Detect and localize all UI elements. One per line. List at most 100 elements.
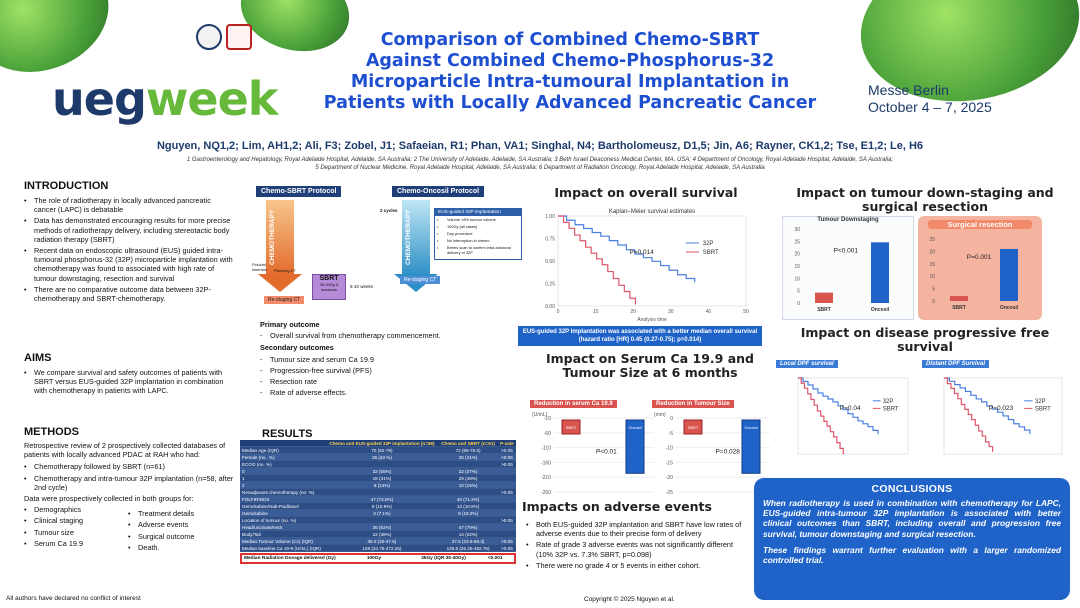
y-tick-label: 0: [670, 416, 673, 422]
eus-procedure-box: EUS-guided 32P implantation Volume >8% t…: [434, 208, 522, 260]
p-value-label: P=0.023: [989, 405, 1014, 412]
list-item: Tumour size: [24, 528, 124, 537]
x-tick-label: 10: [593, 309, 599, 315]
y-tick-label: 10: [929, 274, 935, 280]
box-label: Oncosil: [628, 425, 641, 430]
oncosil-protocol-title: Chemo-Oncosil Protocol: [392, 186, 484, 197]
p-value-label: P=0.014: [629, 249, 654, 256]
weeks-label: 6-10 weeks: [350, 282, 373, 291]
restaging-label: Re-staging CT: [400, 276, 440, 284]
tumour-size-chart: Reduction in Tumour Size (mm) 0 -5 -10 -15 -2…: [652, 392, 776, 490]
y-tick-label: -10: [666, 446, 673, 452]
bar-label: Oncosil: [1000, 305, 1019, 311]
ca-heading: Impact on Serum Ca 19.9 and Tumour Size …: [540, 352, 760, 380]
y-tick-label: 20: [794, 252, 800, 258]
conclusions-text: These findings warrant further evaluatio…: [763, 545, 1061, 565]
y-tick-label: 5: [797, 289, 800, 295]
legend-label: SBRT: [1035, 406, 1051, 412]
introduction-heading: INTRODUCTION: [24, 180, 234, 192]
introduction-section: INTRODUCTION The role of radiotherapy in…: [24, 180, 234, 305]
outcomes: Primary outcome Overall survival from ch…: [260, 320, 520, 399]
sbrt-protocol-title: Chemo-SBRT Protocol: [256, 186, 341, 197]
oncosil-bar: [871, 242, 889, 303]
protocol-diagram: Chemo-SBRT Protocol Chemo-Oncosil Protoc…: [256, 186, 524, 312]
os-caption: EUS-guided 32P Implantation was associat…: [518, 326, 762, 346]
distant-dpf-chart: Distant DPF Survival P=0.023 32P SBRT: [922, 352, 1070, 462]
y-tick-label: -5: [669, 431, 674, 437]
table-row: Female (no., %) 25 (43 %) 25 (41%) >0.05: [240, 454, 516, 461]
aims-heading: AIMS: [24, 352, 234, 364]
table-row: Gemcitabine/Nab-Paclitaxel 8 (10.9%) 13 (1…: [240, 503, 516, 510]
resection-chart: Surgical resection 0 5 10 15 20 25 SBRT Oncosil…: [918, 216, 1042, 320]
list-item: Rate of grade 3 adverse events was not s…: [526, 540, 752, 558]
table-row: Location of tumour (no. %) >0.05: [240, 517, 516, 524]
list-item: We compare survival and safety outcomes …: [24, 368, 234, 396]
conclusions-heading: CONCLUSIONS: [763, 483, 1061, 495]
dpf-heading: Impact on disease progressive free survi…: [780, 326, 1070, 354]
list-item: Recent data on endoscopic ultrasound (EU…: [24, 246, 234, 283]
y-tick-label: -160: [541, 460, 551, 466]
fiducial-label: Fiducial insertion: [252, 262, 272, 272]
bar-label: Oncosil: [871, 307, 890, 313]
os-heading: Impact on overall survival: [536, 186, 756, 200]
p-value-label: P=0.04: [840, 405, 861, 412]
table-row: Body/Tail 22 (38%) 14 (22%): [240, 531, 516, 538]
table-row: Head/uncinate/neck 36 (62%) 47 (79%): [240, 524, 516, 531]
y-tick-label: -260: [541, 490, 551, 496]
serum-ca-chart: Reduction in serum Ca 19.9 (U/mL) -10 -60-…: [530, 392, 660, 490]
ae-heading: Impacts on adverse events: [522, 500, 742, 514]
hospital-logo: [226, 24, 252, 50]
y-tick-label: -25: [666, 490, 673, 496]
copyright: Copyright © 2025 Nguyen et al.: [584, 596, 675, 603]
y-tick-label: 5: [932, 287, 935, 293]
legend-label: SBRT: [703, 250, 719, 256]
y-tick-label: 0: [932, 299, 935, 305]
y-tick-label: 15: [929, 262, 935, 268]
table-row: FOLFIRINOX 47 (72.0%) 40 (71.2%): [240, 496, 516, 503]
y-tick-label: 10: [794, 276, 800, 282]
x-tick-label: 40: [706, 309, 712, 315]
y-tick-label: -60: [544, 431, 551, 437]
x-axis-label: Analysis time: [637, 317, 667, 322]
affiliations: 1 Gastroenterology and Hepatology, Royal…: [50, 156, 1030, 172]
aims-section: AIMS We compare survival and safety outc…: [24, 352, 234, 398]
x-tick-label: 0: [557, 309, 560, 315]
conclusions-text: When radiotherapy is used in combination…: [763, 498, 1061, 539]
legend-label: SBRT: [883, 406, 899, 412]
venue: Messe Berlin October 4 – 7, 2025: [868, 82, 992, 116]
list-item: Demographics: [24, 505, 124, 514]
list-item: Serum Ca 19.9: [24, 539, 124, 548]
unit-label: (mm): [654, 412, 666, 418]
authors: Nguyen, NQ1,2; Lim, AH1,2; Ali, F3; Zobe…: [50, 140, 1030, 152]
y-tick-label: 25: [929, 237, 935, 243]
y-tick-label: 1.00: [545, 214, 555, 220]
table-row: Gemcitabine 3 (7.1%) 8 (18.2%): [240, 510, 516, 517]
list-item: The role of radiotherapy in locally adva…: [24, 196, 234, 214]
plot-title: Kaplan–Meier survival estimates: [609, 209, 695, 215]
y-tick-label: 0.75: [545, 237, 555, 243]
ae-list: Both EUS-guided 32P implantation and SBR…: [526, 520, 752, 572]
box-label: SBRT: [566, 425, 577, 430]
bar-label: SBRT: [817, 307, 831, 313]
university-seal-logo: [196, 24, 222, 50]
chemotherapy-label: CHEMOTHERAPY: [269, 204, 289, 270]
y-tick-label: 25: [794, 239, 800, 245]
table-row: 1 18 (31%) 29 (48%): [240, 475, 516, 482]
restaging-label: Re-staging CT: [264, 296, 304, 304]
ds-heading: Impact on tumour down-staging and surgic…: [780, 186, 1070, 214]
table-row: Median baseline Ca 19-9 (U/mL) (IQR) 128 …: [240, 545, 516, 552]
methods-collected: Data were prospectively collected in bot…: [24, 494, 236, 503]
y-tick-label: 20: [929, 249, 935, 255]
legend-label: 32P: [883, 399, 894, 405]
local-dpf-chart: Local DPF survival P=0.04 32P SBRT: [776, 352, 916, 462]
results-table: Chemo and EUS-guided 32P implantation (n…: [240, 440, 516, 564]
table-row: 0 32 (55%) 22 (37%): [240, 468, 516, 475]
list-item: Adverse events: [128, 520, 228, 529]
sbrt-bar: [815, 293, 833, 303]
conclusions-box: CONCLUSIONS When radiotherapy is used in…: [754, 478, 1070, 600]
y-tick-label: 0: [797, 301, 800, 307]
box-label: Oncosil: [744, 425, 757, 430]
sbrt-bar: [950, 296, 968, 301]
sbrt-box: SBRT 35-40Gy 5 sessions: [312, 274, 346, 300]
